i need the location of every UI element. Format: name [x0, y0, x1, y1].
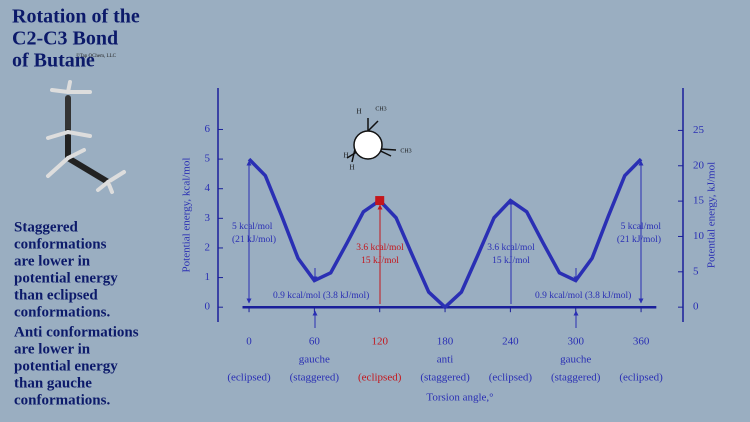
annotation: 0.9 kcal/mol (3.8 kJ/mol): [535, 290, 631, 301]
molecule: [46, 80, 126, 194]
annotation: (21 kJ/mol): [232, 234, 276, 245]
annotation: 15 kJ/mol: [492, 256, 530, 266]
x-axis-label: Torsion angle,°: [426, 392, 493, 404]
y-tick-label: 2: [205, 241, 211, 253]
newman-label: H: [349, 164, 354, 172]
title-line: C2-C3 Bond: [12, 28, 118, 50]
annotation: 0.9 kcal/mol (3.8 kJ/mol): [273, 290, 369, 301]
conformation-state: (staggered): [551, 372, 601, 384]
x-tick-label: 60: [309, 336, 321, 348]
y-axis-label: Potential energy, kcal/mol: [181, 158, 193, 273]
x-tick-label: 360: [633, 336, 650, 348]
conformation-name: gauche: [299, 354, 330, 366]
y2-tick-label: 5: [693, 265, 699, 277]
note-line: conformations.: [14, 392, 110, 408]
annotation: 5 kcal/mol: [621, 222, 662, 232]
annotation: (21 kJ/mol): [617, 234, 661, 245]
conformation-state: (eclipsed): [227, 372, 271, 384]
title-line: of Butane: [12, 50, 95, 72]
highlight-point: [375, 196, 385, 206]
annotation: 3.6 kcal/mol: [487, 243, 535, 253]
newman-label: CH3: [375, 106, 386, 112]
annotation: 15 kJ/mol: [361, 256, 399, 266]
note-line: Staggered: [14, 219, 79, 235]
y-tick-label: 1: [205, 271, 211, 283]
conformation-state: (eclipsed): [358, 372, 402, 384]
annotation: 3.6 kcal/mol: [356, 243, 404, 253]
y2-tick-label: 15: [693, 195, 705, 207]
y2-tick-label: 10: [693, 230, 705, 242]
y-tick-label: 6: [205, 123, 211, 135]
x-tick-label: 120: [371, 336, 388, 348]
note-line: are lower in: [14, 253, 91, 269]
note-line: are lower in: [14, 341, 91, 357]
newman-label: CH3: [400, 148, 411, 154]
note-line: conformations.: [14, 304, 110, 320]
title-line: Rotation of the: [12, 6, 140, 28]
note-line: than gauche: [14, 375, 92, 391]
note-line: Anti conformations: [14, 324, 139, 340]
x-tick-label: 240: [502, 336, 519, 348]
newman-label: H: [356, 108, 361, 116]
conformation-state: (staggered): [420, 372, 470, 384]
note-line: potential energy: [14, 270, 118, 286]
conformation-name: anti: [437, 354, 454, 366]
annotation: 5 kcal/mol: [232, 222, 273, 232]
conformation-state: (eclipsed): [619, 372, 663, 384]
y2-tick-label: 0: [693, 301, 699, 313]
x-tick-label: 300: [567, 336, 584, 348]
copyright: ©Tap OChem, LLC: [76, 53, 117, 59]
y-tick-label: 0: [205, 301, 211, 313]
newman-label: H: [343, 152, 348, 160]
y-tick-label: 5: [205, 153, 211, 165]
conformation-state: (staggered): [290, 372, 340, 384]
y2-tick-label: 25: [693, 124, 705, 136]
y-tick-label: 3: [205, 212, 211, 224]
conformation-name: gauche: [560, 354, 591, 366]
note-line: potential energy: [14, 358, 118, 374]
conformation-state: (eclipsed): [489, 372, 533, 384]
note-line: than eclipsed: [14, 287, 98, 303]
y2-tick-label: 20: [693, 159, 705, 171]
y-tick-label: 4: [205, 182, 211, 194]
x-tick-label: 180: [437, 336, 454, 348]
newman-projection: [346, 118, 397, 163]
note-line: conformations: [14, 236, 107, 252]
y2-axis-label: Potential energy, kJ/mol: [706, 162, 718, 268]
x-tick-label: 0: [246, 336, 252, 348]
